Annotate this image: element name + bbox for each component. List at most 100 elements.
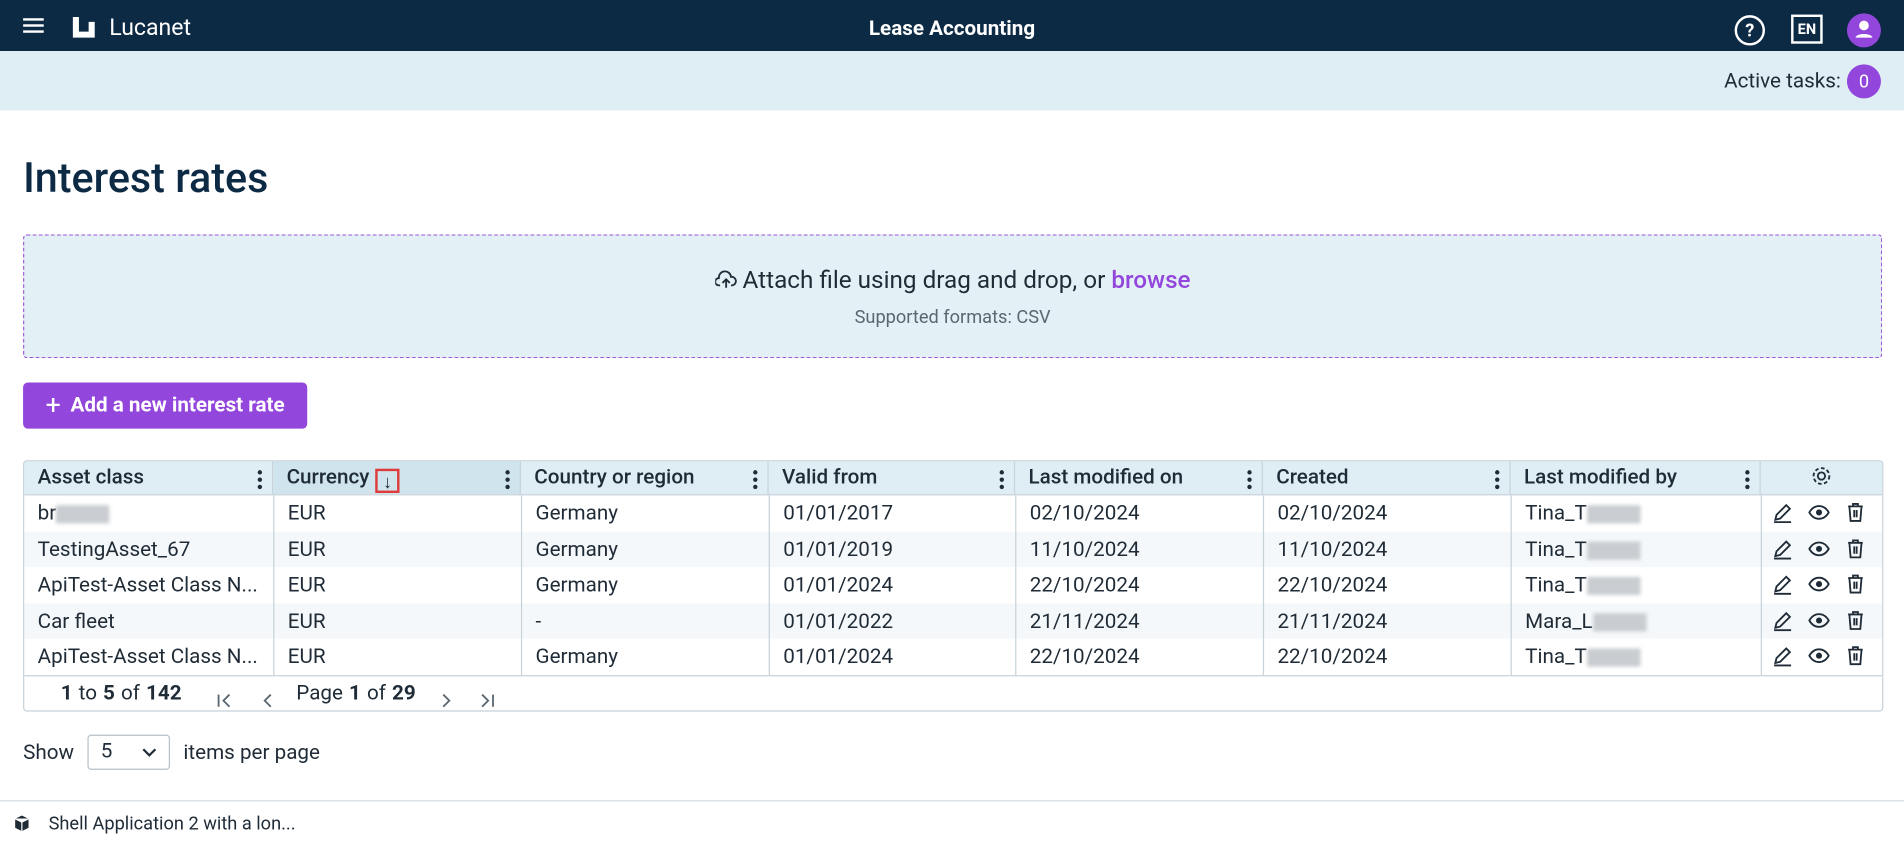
page-size-select[interactable]: 5 bbox=[87, 734, 171, 770]
table: Asset class Currency ↓ Country or region Val… bbox=[23, 460, 1884, 712]
table-cell: 11/10/2024 bbox=[1262, 531, 1511, 568]
table-row bbox=[24, 639, 1883, 676]
last-page[interactable] bbox=[478, 686, 495, 710]
range-total: 142 bbox=[146, 681, 182, 706]
first-page[interactable] bbox=[216, 686, 233, 710]
delete-icon[interactable] bbox=[1845, 537, 1867, 567]
column-title: Last modified on bbox=[1028, 465, 1184, 490]
add-button[interactable]: + Add a new interest rate bbox=[23, 382, 308, 429]
column-settings[interactable] bbox=[1761, 461, 1882, 494]
column-header[interactable]: Country or region bbox=[521, 461, 769, 495]
table-cell: 22/10/2024 bbox=[1015, 567, 1263, 604]
tasks-count[interactable]: 0 bbox=[1846, 64, 1881, 99]
edit-icon[interactable] bbox=[1772, 502, 1794, 532]
column-header[interactable]: Last modified on bbox=[1015, 461, 1263, 495]
column-title: Asset class bbox=[37, 465, 145, 490]
column-title: Valid from bbox=[782, 465, 878, 490]
delete-icon[interactable] bbox=[1845, 609, 1867, 639]
avatar[interactable] bbox=[1846, 12, 1882, 48]
delete-icon[interactable] bbox=[1845, 573, 1867, 603]
redacted bbox=[1586, 505, 1641, 524]
delete-icon[interactable] bbox=[1845, 645, 1867, 675]
cell-text: 22/10/2024 bbox=[1029, 573, 1140, 598]
language[interactable]: EN bbox=[1791, 14, 1823, 44]
view-icon[interactable] bbox=[1808, 609, 1830, 639]
page-size-value: 5 bbox=[100, 739, 113, 764]
table-cell: EUR bbox=[273, 531, 521, 568]
page-pages: 29 bbox=[392, 681, 416, 706]
cell-text: Car fleet bbox=[37, 609, 115, 634]
redacted bbox=[56, 505, 110, 524]
column-menu[interactable] bbox=[1495, 468, 1500, 501]
cell-text: 22/10/2024 bbox=[1029, 645, 1140, 670]
table-cell: - bbox=[520, 603, 769, 640]
sort-icon[interactable]: ↓ bbox=[375, 468, 400, 494]
table-cell: 01/01/2019 bbox=[768, 531, 1016, 568]
redacted bbox=[1592, 612, 1647, 632]
status-app[interactable]: Shell Application 2 with a lon... bbox=[48, 812, 296, 835]
table-cell: Mara_L bbox=[1510, 603, 1761, 640]
table-cell: 01/01/2024 bbox=[768, 567, 1016, 604]
table-cell: Tina_T bbox=[1510, 567, 1761, 604]
browse-link[interactable]: browse bbox=[1111, 264, 1191, 294]
menu-icon[interactable] bbox=[23, 16, 45, 35]
cell-text: EUR bbox=[287, 573, 326, 598]
edit-icon[interactable] bbox=[1772, 573, 1794, 603]
view-icon[interactable] bbox=[1808, 502, 1830, 532]
column-menu[interactable] bbox=[753, 468, 758, 501]
cell-text: 11/10/2024 bbox=[1029, 537, 1140, 562]
table-cell: Germany bbox=[520, 639, 769, 676]
page-size-suffix: items per page bbox=[183, 740, 320, 766]
delete-icon[interactable] bbox=[1845, 502, 1867, 532]
cell-text: Germany bbox=[535, 501, 619, 526]
cell-text: Mara_L bbox=[1525, 609, 1593, 634]
table-row bbox=[24, 495, 1883, 532]
cell-text: - bbox=[535, 609, 542, 634]
column-header[interactable]: Created bbox=[1263, 461, 1511, 495]
column-header[interactable]: Asset class bbox=[24, 461, 274, 495]
cell-text: Germany bbox=[535, 537, 619, 562]
view-icon[interactable] bbox=[1808, 537, 1830, 567]
table-cell: 01/01/2022 bbox=[768, 603, 1016, 640]
column-header[interactable]: Currency ↓ bbox=[273, 461, 521, 495]
upload-formats: Supported formats: CSV bbox=[854, 306, 1051, 328]
app-icon bbox=[13, 814, 30, 833]
column-menu[interactable] bbox=[505, 468, 510, 501]
upload-zone[interactable]: Attach file using drag and drop, or brow… bbox=[23, 234, 1883, 359]
table-cell: 02/10/2024 bbox=[1015, 495, 1263, 532]
column-menu[interactable] bbox=[999, 468, 1004, 501]
column-menu[interactable] bbox=[1247, 468, 1252, 501]
next-page[interactable] bbox=[437, 686, 454, 710]
edit-icon[interactable] bbox=[1772, 609, 1794, 639]
row-actions bbox=[1760, 531, 1882, 568]
cell-text: 01/01/2017 bbox=[783, 501, 894, 526]
view-icon[interactable] bbox=[1808, 645, 1830, 675]
column-menu[interactable] bbox=[1745, 468, 1750, 501]
cell-text: Tina_T bbox=[1525, 645, 1587, 670]
cell-text: EUR bbox=[287, 537, 326, 562]
pagination-range: 1 to 5 of 142 bbox=[61, 676, 188, 710]
column-header[interactable]: Valid from bbox=[769, 461, 1016, 495]
row-actions bbox=[1760, 567, 1882, 604]
previous-page[interactable] bbox=[260, 686, 277, 710]
cell-text: Germany bbox=[535, 573, 619, 598]
help-icon[interactable]: ? bbox=[1733, 13, 1767, 47]
column-title: Country or region bbox=[534, 465, 695, 490]
cell-text: EUR bbox=[287, 501, 326, 526]
edit-icon[interactable] bbox=[1772, 537, 1794, 567]
table-cell: Tina_T bbox=[1510, 495, 1761, 532]
view-icon[interactable] bbox=[1808, 573, 1830, 603]
table-cell: 22/10/2024 bbox=[1262, 567, 1511, 604]
edit-icon[interactable] bbox=[1772, 645, 1794, 675]
table-cell: ApiTest-Asset Class N... bbox=[24, 639, 273, 675]
brand: Lucanet bbox=[109, 13, 192, 42]
column-header[interactable]: Last modified by bbox=[1511, 461, 1761, 495]
cell-text: Tina_T bbox=[1525, 501, 1587, 526]
cell-text: 01/01/2022 bbox=[783, 609, 894, 634]
table-cell: 22/10/2024 bbox=[1015, 639, 1263, 676]
column-menu[interactable] bbox=[257, 468, 263, 501]
cell-text: 02/10/2024 bbox=[1029, 501, 1140, 526]
cell-text: Tina_T bbox=[1525, 573, 1587, 598]
add-button-label: Add a new interest rate bbox=[70, 393, 285, 418]
